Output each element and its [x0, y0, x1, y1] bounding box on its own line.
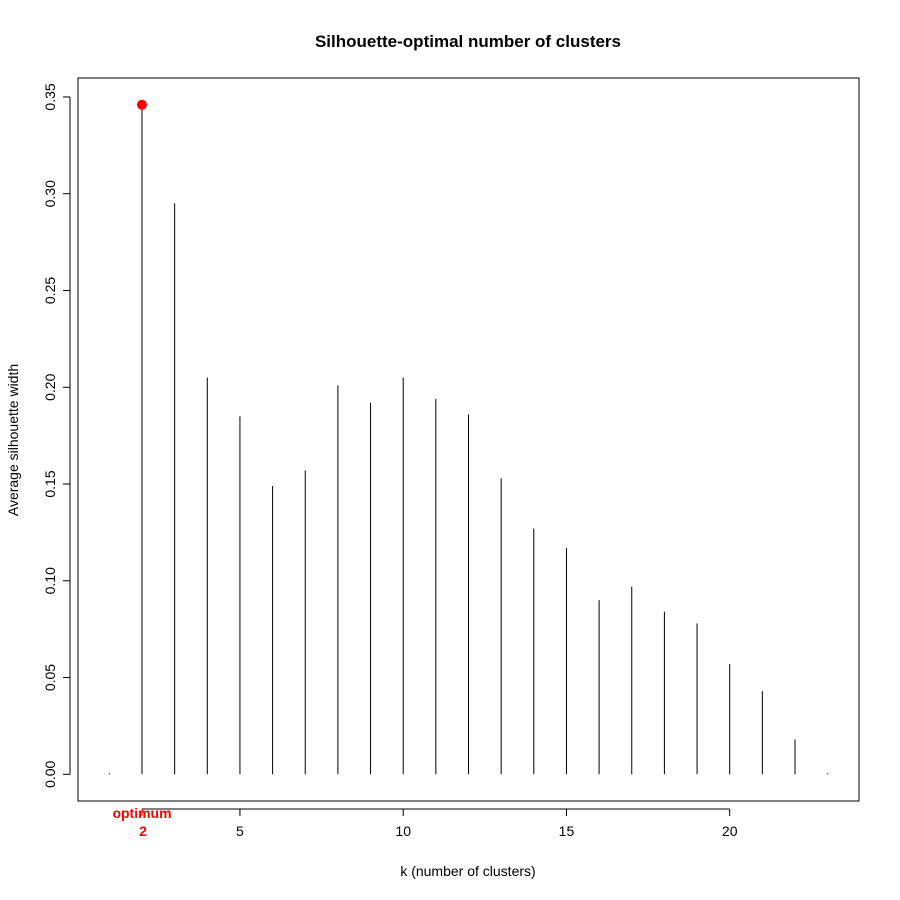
y-tick-label: 0.10	[42, 567, 58, 594]
data-spikes	[108, 104, 829, 775]
y-tick-label: 0.30	[42, 180, 58, 207]
x-axis: 5 10 15 20	[141, 808, 738, 839]
y-tick-label: 0.15	[42, 470, 58, 497]
y-tick-label: 0.25	[42, 277, 58, 304]
y-tick-label: 0.35	[42, 83, 58, 110]
y-tick-label: 0.20	[42, 373, 58, 400]
x-tick-label: 5	[236, 823, 244, 839]
optimum-k-label: 2	[139, 823, 147, 839]
x-tick-label: 10	[395, 823, 411, 839]
x-tick-label: 20	[722, 823, 738, 839]
y-tick-label: 0.00	[42, 760, 58, 787]
x-axis-label: k (number of clusters)	[400, 863, 535, 879]
optimum-marker-group: optimum 2	[112, 99, 172, 839]
optimum-point	[136, 99, 147, 110]
x-tick-label: 15	[559, 823, 575, 839]
plot-border	[77, 77, 860, 802]
y-axis: 0.00 0.05 0.10 0.15 0.20 0.25 0.30 0.35	[42, 83, 71, 788]
y-axis-label: Average silhouette width	[5, 364, 21, 516]
optimum-label: optimum	[112, 805, 171, 821]
chart-title: Silhouette-optimal number of clusters	[315, 32, 621, 51]
plot-frame	[77, 77, 860, 802]
y-tick-label: 0.05	[42, 664, 58, 691]
